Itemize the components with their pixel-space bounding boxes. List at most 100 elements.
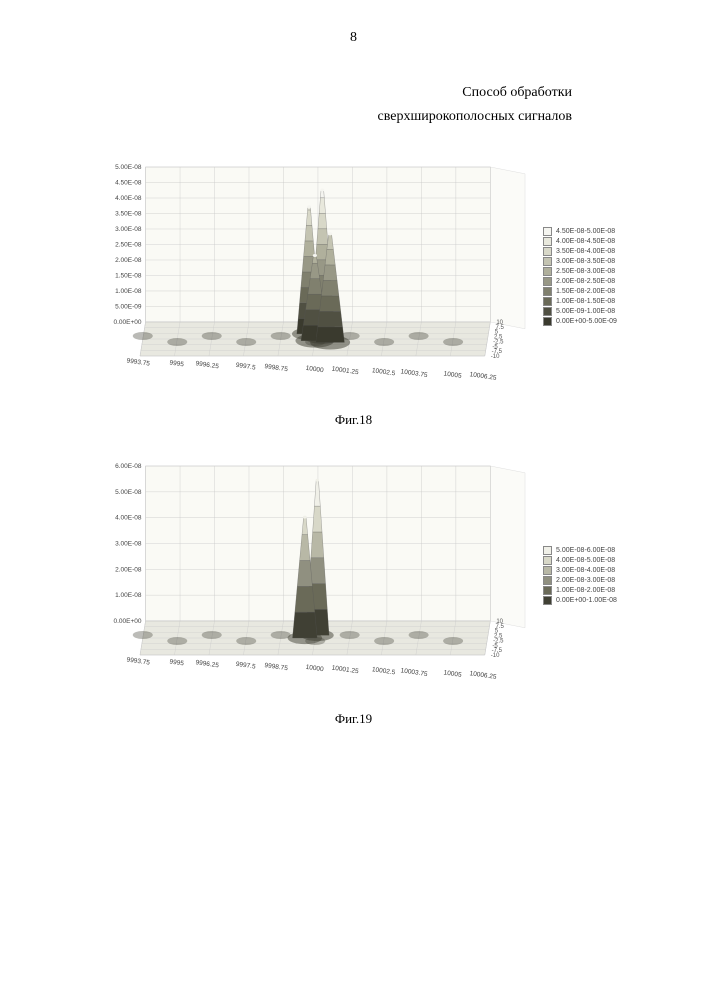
legend-item: 3.00E-08-4.00E-08 [543, 566, 617, 575]
svg-text:10001.25: 10001.25 [331, 365, 359, 376]
svg-text:9993.75: 9993.75 [126, 656, 151, 666]
svg-text:10005: 10005 [443, 669, 462, 679]
figure-19-caption: Фиг.19 [335, 711, 372, 727]
svg-text:10003.75: 10003.75 [400, 368, 428, 379]
svg-text:-10: -10 [491, 653, 500, 659]
legend-swatch [543, 307, 552, 316]
figure-19: 6.00E-08 5.00E-08 4.00E-08 3.00E-08 2.00E-08… [45, 458, 662, 727]
page-number: 8 [45, 30, 662, 46]
svg-text:9996.25: 9996.25 [195, 360, 220, 370]
svg-text:9997.5: 9997.5 [235, 361, 256, 371]
legend-label: 4.00E-08-5.00E-08 [556, 557, 615, 564]
legend-item: 2.00E-08-3.00E-08 [543, 576, 617, 585]
svg-text:9995: 9995 [169, 359, 185, 368]
legend-item: 1.00E-08-2.00E-08 [543, 586, 617, 595]
legend-swatch [543, 237, 552, 246]
svg-text:5.00E-08: 5.00E-08 [115, 164, 142, 171]
svg-text:1.00E-08: 1.00E-08 [115, 592, 142, 599]
legend-item: 5.00E-09-1.00E-08 [543, 307, 617, 316]
svg-text:6.00E-08: 6.00E-08 [115, 463, 142, 470]
legend-swatch [543, 247, 552, 256]
svg-text:9998.75: 9998.75 [264, 662, 289, 672]
title-line-1: Способ обработки [45, 81, 572, 105]
legend-swatch [543, 287, 552, 296]
legend-label: 1.00E-08-2.00E-08 [556, 587, 615, 594]
legend-item: 1.50E-08-2.00E-08 [543, 287, 617, 296]
figure-18-caption: Фиг.18 [335, 412, 372, 428]
legend-swatch [543, 257, 552, 266]
legend-label: 2.00E-08-2.50E-08 [556, 278, 615, 285]
svg-text:1.00E-08: 1.00E-08 [115, 288, 142, 295]
legend-label: 3.00E-08-4.00E-08 [556, 567, 615, 574]
legend-label: 1.50E-08-2.00E-08 [556, 288, 615, 295]
legend-swatch [543, 227, 552, 236]
svg-text:10001.25: 10001.25 [331, 664, 359, 675]
svg-text:9995: 9995 [169, 658, 185, 667]
svg-text:5.00E-09: 5.00E-09 [115, 303, 142, 310]
chart-18-legend: 4.50E-08-5.00E-08 4.00E-08-4.50E-08 3.50E-… [543, 227, 617, 326]
svg-text:5.00E-08: 5.00E-08 [115, 488, 142, 495]
svg-text:10005: 10005 [443, 370, 462, 380]
svg-text:0.00E+00: 0.00E+00 [114, 618, 142, 625]
legend-swatch [543, 586, 552, 595]
legend-label: 5.00E-08-6.00E-08 [556, 547, 615, 554]
chart-19-legend: 5.00E-08-6.00E-08 4.00E-08-5.00E-08 3.00E-… [543, 546, 617, 605]
svg-text:9998.75: 9998.75 [264, 363, 289, 373]
svg-text:1.50E-08: 1.50E-08 [115, 272, 142, 279]
svg-text:9996.25: 9996.25 [195, 659, 220, 669]
legend-label: 4.00E-08-4.50E-08 [556, 238, 615, 245]
legend-label: 4.50E-08-5.00E-08 [556, 228, 615, 235]
svg-text:10006.25: 10006.25 [469, 371, 497, 382]
svg-text:-10: -10 [491, 354, 500, 360]
legend-item: 1.00E-08-1.50E-08 [543, 297, 617, 306]
chart-18-surface: 5.00E-08 4.50E-08 4.00E-08 3.50E-08 3.00E-08… [90, 159, 535, 394]
svg-text:4.50E-08: 4.50E-08 [115, 179, 142, 186]
svg-text:9997.5: 9997.5 [235, 660, 256, 670]
document-title: Способ обработки сверхширокополосных сиг… [45, 81, 662, 129]
svg-text:9993.75: 9993.75 [126, 357, 151, 367]
legend-swatch [543, 556, 552, 565]
svg-text:3.00E-08: 3.00E-08 [115, 540, 142, 547]
figure-18: 5.00E-08 4.50E-08 4.00E-08 3.50E-08 3.00E-08… [45, 159, 662, 428]
legend-swatch [543, 596, 552, 605]
chart-19-surface: 6.00E-08 5.00E-08 4.00E-08 3.00E-08 2.00E-08… [90, 458, 535, 693]
svg-text:2.00E-08: 2.00E-08 [115, 257, 142, 264]
legend-swatch [543, 317, 552, 326]
legend-item: 0.00E+00-1.00E-08 [543, 596, 617, 605]
legend-swatch [543, 566, 552, 575]
svg-text:2.00E-08: 2.00E-08 [115, 566, 142, 573]
svg-text:3.00E-08: 3.00E-08 [115, 226, 142, 233]
svg-text:10003.75: 10003.75 [400, 667, 428, 678]
legend-item: 3.50E-08-4.00E-08 [543, 247, 617, 256]
legend-item: 5.00E-08-6.00E-08 [543, 546, 617, 555]
legend-item: 3.00E-08-3.50E-08 [543, 257, 617, 266]
legend-label: 3.00E-08-3.50E-08 [556, 258, 615, 265]
svg-text:0.00E+00: 0.00E+00 [114, 319, 142, 326]
legend-swatch [543, 267, 552, 276]
legend-item: 0.00E+00-5.00E-09 [543, 317, 617, 326]
legend-item: 4.00E-08-4.50E-08 [543, 237, 617, 246]
svg-text:2.50E-08: 2.50E-08 [115, 241, 142, 248]
legend-label: 0.00E+00-1.00E-08 [556, 597, 617, 604]
legend-swatch [543, 576, 552, 585]
svg-text:4.00E-08: 4.00E-08 [115, 195, 142, 202]
svg-text:10002.5: 10002.5 [371, 367, 396, 377]
legend-swatch [543, 297, 552, 306]
svg-text:10002.5: 10002.5 [371, 666, 396, 676]
svg-text:10000: 10000 [305, 663, 324, 673]
legend-item: 4.50E-08-5.00E-08 [543, 227, 617, 236]
svg-text:3.50E-08: 3.50E-08 [115, 210, 142, 217]
legend-label: 2.00E-08-3.00E-08 [556, 577, 615, 584]
svg-text:10000: 10000 [305, 364, 324, 374]
legend-label: 1.00E-08-1.50E-08 [556, 298, 615, 305]
legend-item: 2.50E-08-3.00E-08 [543, 267, 617, 276]
legend-item: 4.00E-08-5.00E-08 [543, 556, 617, 565]
legend-label: 5.00E-09-1.00E-08 [556, 308, 615, 315]
legend-item: 2.00E-08-2.50E-08 [543, 277, 617, 286]
svg-text:4.00E-08: 4.00E-08 [115, 514, 142, 521]
legend-swatch [543, 277, 552, 286]
legend-label: 3.50E-08-4.00E-08 [556, 248, 615, 255]
legend-label: 0.00E+00-5.00E-09 [556, 318, 617, 325]
legend-swatch [543, 546, 552, 555]
svg-text:10006.25: 10006.25 [469, 670, 497, 681]
